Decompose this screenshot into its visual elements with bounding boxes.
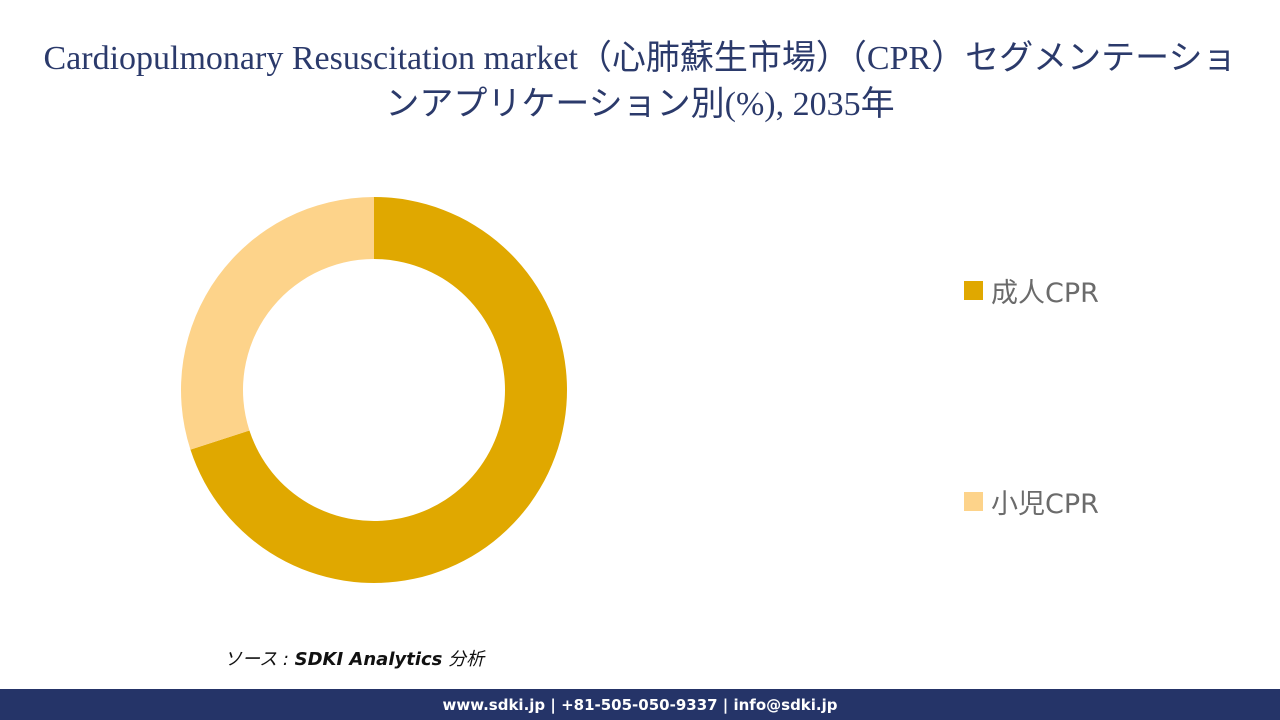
- source-note: ソース : SDKI Analytics 分析: [224, 645, 484, 671]
- chart-title: Cardiopulmonary Resuscitation market（心肺蘇…: [43, 40, 1237, 123]
- source-name: SDKI Analytics: [294, 649, 443, 670]
- legend-item-adult-cpr: 成人CPR: [964, 275, 1099, 309]
- legend-item-pediatric-cpr: 小児CPR: [964, 486, 1099, 520]
- donut-slice-pediatric-cpr: [180, 197, 374, 450]
- footer-bar: www.sdki.jp | +81-505-050-9337 | info@sd…: [0, 689, 1280, 720]
- legend-label-adult-cpr: 成人CPR: [991, 277, 1099, 309]
- donut-chart: [180, 197, 567, 583]
- source-prefix: ソース :: [224, 649, 295, 670]
- footer-contact: www.sdki.jp | +81-505-050-9337 | info@sd…: [442, 695, 838, 714]
- legend-swatch-pediatric-cpr: [964, 491, 983, 511]
- donut-slices: [180, 197, 567, 583]
- legend-swatch-adult-cpr: [964, 280, 983, 300]
- legend-label-pediatric-cpr: 小児CPR: [991, 488, 1099, 520]
- donut-slice-adult-cpr: [190, 197, 567, 583]
- source-suffix: 分析: [442, 649, 485, 670]
